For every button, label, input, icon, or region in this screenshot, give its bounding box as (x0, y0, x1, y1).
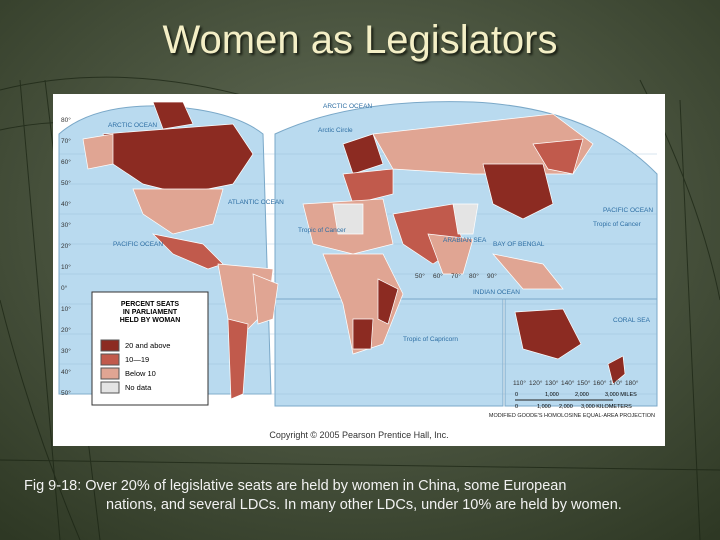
scale-label: 0 (515, 404, 518, 410)
longitude-label: 150° (577, 379, 591, 387)
legend-title: PERCENT SEATS (121, 301, 180, 308)
ocean-label: PACIFIC OCEAN (113, 241, 163, 248)
legend-label: 10—19 (125, 355, 149, 364)
longitude-label: 130° (545, 379, 559, 387)
country-region (492, 253, 564, 290)
latitude-label: 20° (61, 242, 71, 250)
longitude-label: 180° (625, 379, 639, 387)
scale-label: 0 (515, 392, 518, 398)
ocean-label: CORAL SEA (613, 317, 651, 324)
legend-title: IN PARLIAMENT (123, 309, 178, 316)
longitude-label: 90° (487, 272, 497, 280)
latitude-label: 10° (61, 305, 71, 313)
country-region (532, 138, 584, 175)
scale-label: 3,000 MILES (605, 392, 637, 398)
country-region (322, 253, 404, 355)
ocean-label: ARCTIC OCEAN (323, 103, 372, 110)
longitude-label: 160° (593, 379, 607, 387)
ocean-label: Tropic of Cancer (593, 221, 642, 228)
country-region (152, 101, 194, 130)
latitude-label: 10° (61, 263, 71, 271)
country-region (342, 168, 394, 205)
caption-line: Fig 9-18: Over 20% of legislative seats … (24, 478, 567, 494)
caption: Fig 9-18: Over 20% of legislative seats … (24, 477, 704, 515)
country-region (132, 188, 224, 235)
ocean-label: BAY OF BENGAL (493, 241, 545, 248)
country-region (151, 233, 224, 270)
ocean-label: Tropic of Capricorn (403, 336, 458, 343)
country-region (452, 203, 479, 235)
latitude-label: 70° (61, 137, 71, 145)
legend-label: No data (125, 383, 152, 392)
longitude-label: 60° (433, 272, 443, 280)
country-region (332, 203, 364, 235)
legend-swatch (100, 367, 120, 380)
latitude-label: 0° (61, 284, 68, 292)
country-region (82, 133, 114, 170)
legend-title: HELD BY WOMAN (120, 317, 181, 324)
latitude-label: 50° (61, 179, 71, 187)
ocean-label: INDIAN OCEAN (473, 289, 520, 296)
country-region (482, 163, 554, 220)
longitude-label: 80° (469, 272, 479, 280)
latitude-label: 40° (61, 368, 71, 376)
scale-label: 1,000 (537, 404, 551, 410)
projection: MODIFIED GOODE'S HOMOLOSINE EQUAL-AREA P… (489, 413, 655, 419)
slide-title: Women as Legislators (162, 18, 558, 62)
country-region (227, 318, 249, 400)
ocean-label: ATLANTIC OCEAN (228, 199, 284, 206)
country-region (377, 278, 399, 325)
ocean-label: Arctic Circle (318, 127, 353, 134)
country-region (352, 318, 374, 350)
scale-label: 2,000 (559, 404, 573, 410)
latitude-label: 30° (61, 347, 71, 355)
ocean-label: Tropic of Cancer (298, 227, 347, 234)
country-region (427, 233, 474, 275)
legend-label: Below 10 (125, 369, 156, 378)
country-region (252, 273, 279, 325)
legend-swatch (100, 381, 120, 394)
country-region (514, 308, 582, 360)
longitude-label: 70° (451, 272, 461, 280)
scale-label: 3,000 KILOMETERS (581, 404, 632, 410)
scale-label: 1,000 (545, 392, 559, 398)
caption-line: nations, and several LDCs. In many other… (106, 497, 622, 513)
ocean-label: ARABIAN SEA (443, 237, 487, 244)
latitude-label: 40° (61, 200, 71, 208)
latitude-label: 80° (61, 116, 71, 124)
latitude-label: 50° (61, 389, 71, 397)
longitude-label: 110° (513, 379, 526, 387)
copyright: Copyright © 2005 Pearson Prentice Hall, … (269, 430, 448, 440)
country-region (342, 133, 384, 175)
map: ARCTIC OCEAN ARCTIC OCEAN Arctic Circle ATL… (53, 94, 665, 446)
legend-label: 20 and above (125, 341, 170, 350)
ocean-label: ARCTIC OCEAN (108, 122, 157, 129)
longitude-label: 50° (415, 272, 425, 280)
ocean-label: PACIFIC OCEAN (603, 207, 653, 214)
latitude-label: 30° (61, 221, 71, 229)
longitude-label: 140° (561, 379, 575, 387)
country-region (607, 355, 626, 385)
scale-label: 2,000 (575, 392, 589, 398)
longitude-label: 120° (529, 379, 543, 387)
latitude-label: 20° (61, 326, 71, 334)
legend-swatch (100, 339, 120, 352)
latitude-label: 60° (61, 158, 71, 166)
legend-swatch (100, 353, 120, 366)
longitude-label: 170° (609, 379, 623, 387)
